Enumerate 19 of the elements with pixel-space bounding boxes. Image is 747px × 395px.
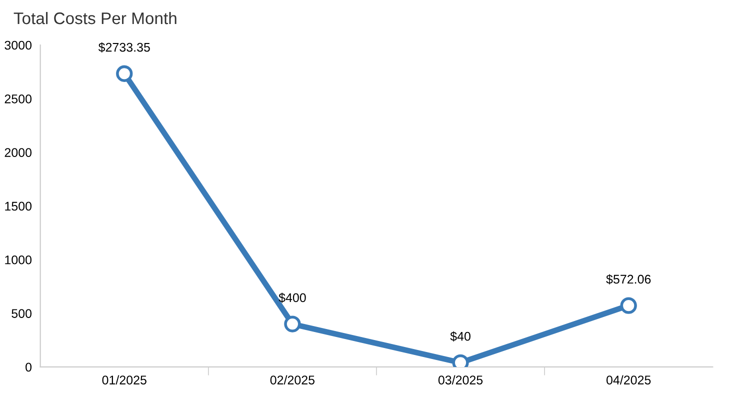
point [284, 316, 301, 332]
point [116, 65, 133, 82]
y-tick-label: 0 [26, 362, 32, 372]
x-tick-label: 02/2025 [270, 375, 315, 384]
data-label: $40 [450, 331, 470, 342]
y-tick-label: 1500 [5, 202, 32, 211]
point [620, 297, 637, 314]
data-label: $2733.35 [98, 42, 150, 52]
y-tick-label: 2000 [4, 148, 32, 157]
x-tick-label: 03/2025 [438, 375, 483, 384]
x-tick-label: 04/2025 [606, 375, 651, 384]
y-tick-label: 500 [12, 309, 32, 318]
y-tick-label: 1000 [5, 255, 32, 264]
x-tick-label: 01/2025 [102, 375, 146, 384]
y-tick-label: 3000 [4, 40, 32, 50]
y-tick-label: 2500 [4, 94, 32, 104]
chart-title: Total Costs Per Month [14, 12, 176, 24]
data-label: $572.06 [606, 274, 651, 284]
data-label: $400 [278, 292, 306, 303]
